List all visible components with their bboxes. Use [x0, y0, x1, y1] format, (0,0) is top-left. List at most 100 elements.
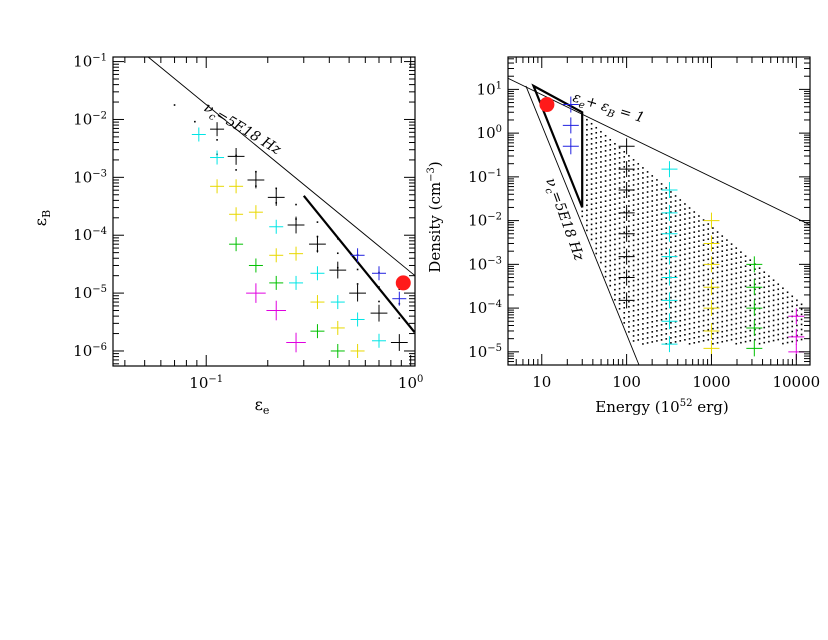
- grid-dot: [777, 318, 780, 321]
- grid-dot: [618, 227, 621, 230]
- grid-dot: [749, 329, 752, 332]
- grid-dot: [600, 130, 602, 133]
- grid-dot: [586, 199, 588, 202]
- plot-frame: [507, 56, 811, 366]
- grid-dot: [595, 207, 598, 210]
- grid-dot: [656, 324, 658, 327]
- grid-dot: [702, 224, 705, 226]
- grid-dot: [632, 194, 635, 196]
- grid-dot: [632, 264, 635, 267]
- grid-dot: [707, 298, 710, 301]
- grid-dot: [712, 277, 714, 280]
- grid-dot: [679, 269, 682, 272]
- grid-dot: [651, 280, 654, 283]
- grid-dot: [744, 285, 747, 288]
- grid-dot: [772, 299, 775, 302]
- grid-dot: [590, 133, 593, 135]
- grid-dot: [730, 318, 733, 321]
- grid-dot: [609, 149, 612, 151]
- y-tick-label: 10−1: [468, 168, 502, 186]
- grid-dot: [740, 301, 742, 304]
- grid-dot: [702, 269, 705, 272]
- grid-dot: [744, 270, 747, 273]
- grid-dot: [628, 215, 630, 218]
- grid-dot: [674, 225, 677, 227]
- grid-dot: [674, 220, 677, 222]
- grid-dot: [628, 180, 630, 182]
- grid-dot: [618, 197, 621, 199]
- grid-dot: [688, 237, 691, 239]
- grid-dot: [726, 259, 728, 262]
- grid-dot: [595, 232, 598, 235]
- grid-dot: [698, 290, 700, 293]
- grid-dot: [609, 204, 612, 206]
- grid-dot: [768, 320, 770, 323]
- grid-dot: [735, 337, 738, 340]
- grid-dot: [642, 242, 644, 245]
- grid-dot: [735, 317, 738, 320]
- grid-dot: [712, 247, 714, 249]
- grid-dot: [693, 236, 696, 238]
- grid-dot: [726, 279, 728, 282]
- grid-dot: [646, 306, 649, 309]
- grid-dot: [618, 202, 621, 204]
- grid-dot: [763, 281, 766, 284]
- grid-dot: [595, 192, 598, 194]
- grid-dot: [632, 159, 635, 161]
- grid-dot: [679, 239, 682, 242]
- grid-dot: [600, 161, 602, 163]
- grid-dot: [716, 291, 719, 294]
- grid-dot: [679, 204, 682, 206]
- grid-dot: [744, 320, 747, 323]
- grid-dot: [614, 168, 616, 170]
- grid-dot: [600, 135, 602, 138]
- grid-dot: [768, 340, 770, 343]
- grid-dot: [600, 186, 602, 188]
- grid-dot: [712, 332, 714, 335]
- grid-dot: [628, 175, 630, 177]
- grid-dot: [684, 328, 686, 331]
- grid-dot: [786, 336, 789, 339]
- grid-dot: [670, 316, 672, 319]
- grid-dot: [646, 266, 649, 269]
- grid-dot: [604, 180, 607, 182]
- grid-dot: [660, 248, 663, 251]
- grid-dot: [744, 300, 747, 303]
- grid-dot: [623, 271, 626, 274]
- grid-dot: [656, 244, 658, 247]
- grid-dot: [754, 328, 756, 331]
- grid-dot: [665, 237, 668, 240]
- grid-dot: [632, 284, 635, 287]
- grid-dot: [609, 214, 612, 217]
- grid-dot: [600, 196, 602, 198]
- grid-dot: [614, 188, 616, 190]
- grid-dot: [744, 315, 747, 318]
- grid-dot: [679, 289, 682, 292]
- grid-dot: [628, 265, 630, 268]
- grid-dot: [604, 155, 607, 157]
- grid-dot: [632, 214, 635, 216]
- grid-dot: [595, 137, 598, 139]
- grid-dot: [674, 315, 677, 318]
- grid-dot: [758, 267, 761, 269]
- grid-dot: [670, 196, 672, 198]
- grid-dot: [623, 261, 626, 264]
- grid-dot: [684, 268, 686, 271]
- grid-dot: [614, 163, 616, 165]
- grid-dot: [194, 120, 196, 123]
- grid-dot: [590, 143, 593, 145]
- grid-dot: [670, 321, 672, 324]
- grid-dot: [651, 310, 654, 313]
- grid-dot: [600, 251, 602, 254]
- grid-dot: [679, 259, 682, 262]
- grid-dot: [777, 338, 780, 341]
- grid-dot: [791, 300, 794, 303]
- grid-dot: [595, 222, 598, 225]
- grid-dot: [632, 164, 635, 166]
- grid-dot: [693, 286, 696, 289]
- grid-dot: [632, 174, 635, 176]
- grid-dot: [623, 312, 626, 314]
- grid-dot: [665, 277, 668, 280]
- left-lines: [147, 56, 416, 333]
- grid-dot: [651, 185, 654, 187]
